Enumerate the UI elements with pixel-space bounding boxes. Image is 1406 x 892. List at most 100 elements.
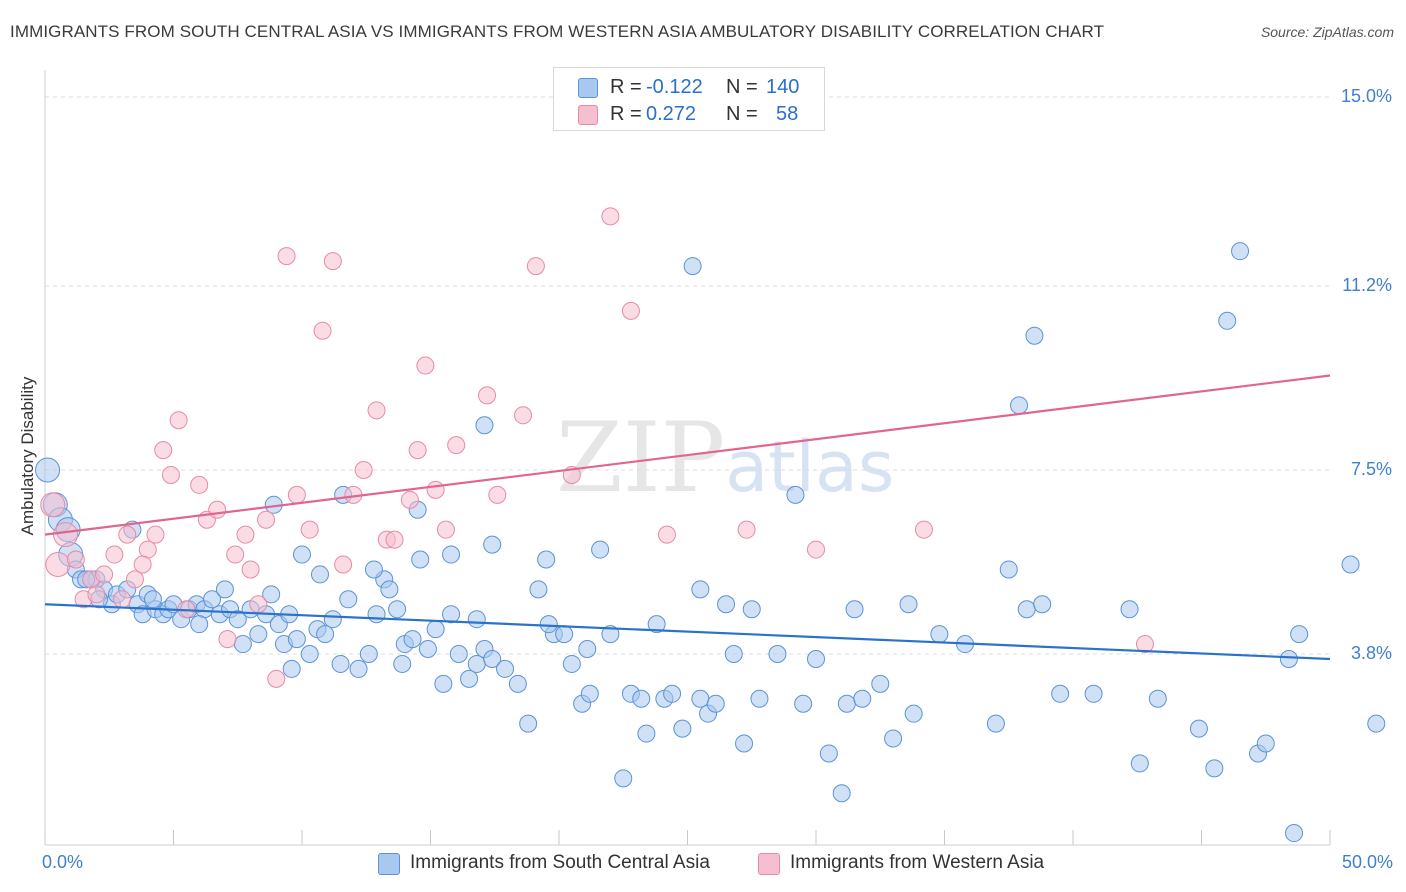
data-point <box>555 625 574 644</box>
data-point <box>562 654 581 673</box>
r-label: R = <box>610 76 642 98</box>
data-point <box>388 600 407 619</box>
data-point <box>601 625 620 644</box>
data-point <box>293 545 311 564</box>
data-point <box>1205 759 1224 778</box>
data-point <box>359 645 378 663</box>
n-label: N = <box>726 103 758 125</box>
data-point <box>113 590 132 609</box>
data-point <box>884 729 903 748</box>
data-point <box>434 674 453 693</box>
watermark-zip: ZIP <box>556 402 726 514</box>
data-point <box>986 714 1005 733</box>
data-point <box>287 485 306 504</box>
data-point <box>601 207 620 226</box>
data-point <box>282 659 301 678</box>
data-point <box>367 605 386 624</box>
data-point <box>768 645 787 663</box>
data-point <box>40 492 66 518</box>
data-point <box>467 654 486 673</box>
grid-lines <box>45 96 1330 655</box>
data-point <box>1120 600 1139 619</box>
data-point <box>169 411 188 430</box>
data-point <box>837 694 856 713</box>
data-point <box>1367 714 1386 733</box>
data-point <box>1285 824 1304 843</box>
data-point <box>442 605 461 624</box>
data-point <box>914 520 933 539</box>
data-point <box>819 744 838 763</box>
n-label: N = <box>726 76 758 98</box>
data-point <box>794 694 813 713</box>
data-point <box>393 654 412 673</box>
data-point <box>717 595 736 614</box>
data-point <box>1051 684 1070 703</box>
data-point <box>467 610 486 629</box>
data-point <box>899 595 918 614</box>
data-point <box>1130 754 1149 773</box>
x-tick-label-max: 50.0% <box>1341 852 1393 872</box>
data-point <box>215 580 234 599</box>
data-point <box>691 580 710 599</box>
data-point <box>257 510 276 529</box>
n-value: 58 <box>776 103 799 125</box>
data-point <box>539 615 558 634</box>
data-point <box>218 630 237 649</box>
data-point <box>1010 396 1029 415</box>
trend-line <box>44 374 1331 536</box>
data-point <box>460 669 479 688</box>
data-point <box>832 784 851 803</box>
data-point <box>334 555 353 574</box>
data-point <box>853 689 872 708</box>
data-point <box>133 555 152 574</box>
data-point <box>807 649 825 668</box>
data-point <box>1135 635 1154 654</box>
r-value: -0.122 <box>646 76 703 98</box>
series-western-asia <box>40 207 1154 688</box>
data-point <box>496 659 515 678</box>
data-point <box>737 520 756 539</box>
data-point <box>449 645 468 663</box>
data-point <box>529 580 548 599</box>
data-point <box>1148 689 1167 708</box>
data-point <box>411 550 430 569</box>
data-point <box>400 490 419 509</box>
legend-label: Immigrants from Western Asia <box>790 852 1045 873</box>
data-point <box>1189 719 1208 738</box>
data-point <box>519 714 538 733</box>
data-point <box>267 669 286 688</box>
data-point <box>300 645 319 663</box>
data-point <box>683 257 702 276</box>
data-point <box>138 540 157 559</box>
data-point <box>442 545 461 564</box>
r-value: 0.272 <box>646 103 697 125</box>
data-point <box>367 401 386 420</box>
data-point <box>249 595 268 614</box>
data-point <box>95 565 114 584</box>
data-point <box>262 585 281 604</box>
data-point <box>657 525 676 544</box>
data-point <box>807 540 825 559</box>
data-point <box>691 689 710 708</box>
chart-source: Source: ZipAtlas.com <box>1260 24 1394 40</box>
data-point <box>426 480 445 499</box>
data-point <box>208 500 227 519</box>
data-point <box>233 635 252 654</box>
data-point <box>143 590 162 609</box>
data-point <box>735 734 754 753</box>
data-point <box>1290 625 1309 644</box>
data-point <box>228 610 247 629</box>
r-label: R = <box>610 103 642 125</box>
watermark: ZIPatlas <box>556 402 894 514</box>
data-point <box>1033 595 1052 614</box>
data-point <box>637 724 656 743</box>
data-point <box>663 684 682 703</box>
data-point <box>241 560 260 579</box>
chart-title: IMMIGRANTS FROM SOUTH CENTRAL ASIA VS IM… <box>10 22 1105 41</box>
data-point <box>647 615 666 634</box>
data-point <box>904 704 923 723</box>
data-point <box>475 416 494 435</box>
data-point <box>526 257 545 276</box>
data-point <box>724 645 743 663</box>
